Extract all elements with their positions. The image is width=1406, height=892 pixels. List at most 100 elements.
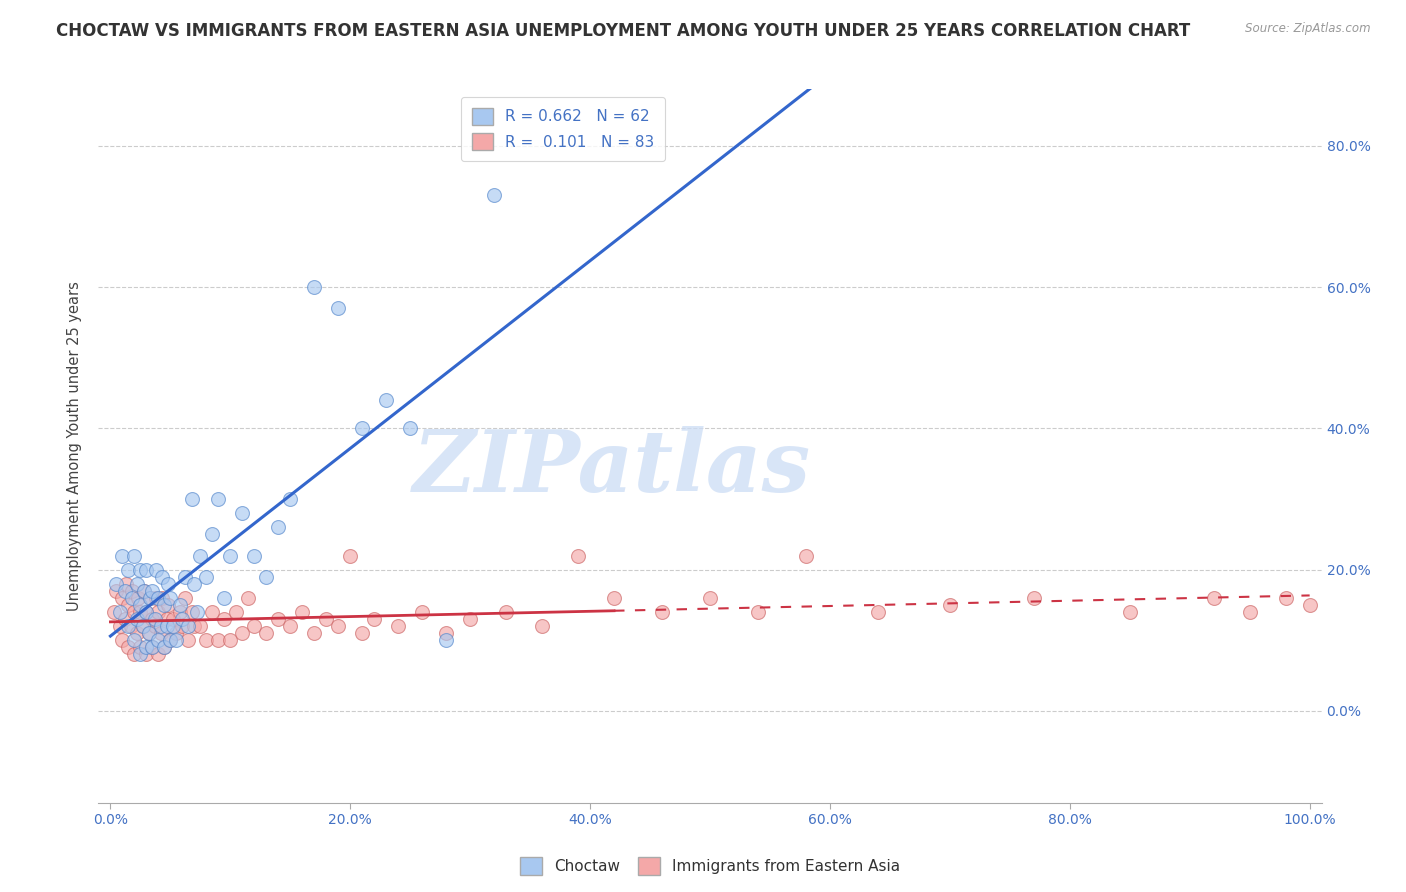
Point: [278, 619, 301, 633]
Point: [177, 633, 200, 648]
Point: [153, 598, 176, 612]
Point: [121, 591, 143, 605]
Point: [159, 633, 181, 648]
Point: [219, 549, 242, 563]
Point: [162, 612, 184, 626]
Point: [866, 605, 889, 619]
Point: [125, 612, 148, 626]
Point: [173, 591, 195, 605]
Point: [129, 598, 152, 612]
Point: [531, 619, 554, 633]
Point: [1239, 605, 1261, 619]
Point: [141, 612, 163, 626]
Point: [352, 421, 374, 435]
Point: [139, 591, 162, 605]
Point: [183, 576, 205, 591]
Point: [315, 612, 337, 626]
Point: [243, 549, 266, 563]
Point: [129, 563, 152, 577]
Point: [254, 570, 277, 584]
Point: [159, 591, 181, 605]
Point: [231, 506, 253, 520]
Point: [150, 570, 173, 584]
Point: [117, 598, 139, 612]
Point: [411, 605, 433, 619]
Point: [138, 626, 160, 640]
Point: [181, 491, 204, 506]
Point: [124, 605, 146, 619]
Point: [124, 633, 146, 648]
Point: [105, 576, 128, 591]
Point: [156, 612, 179, 626]
Point: [603, 591, 626, 605]
Point: [132, 619, 155, 633]
Point: [132, 619, 155, 633]
Point: [129, 648, 152, 662]
Point: [115, 576, 138, 591]
Point: [132, 583, 155, 598]
Point: [254, 626, 277, 640]
Point: [153, 640, 176, 655]
Point: [124, 648, 146, 662]
Point: [214, 591, 236, 605]
Point: [188, 549, 212, 563]
Point: [114, 612, 136, 626]
Point: [129, 640, 152, 655]
Point: [108, 605, 131, 619]
Point: [291, 605, 314, 619]
Point: [173, 570, 195, 584]
Point: [188, 619, 212, 633]
Point: [165, 633, 187, 648]
Point: [207, 491, 229, 506]
Point: [135, 605, 157, 619]
Point: [120, 619, 142, 633]
Point: [105, 583, 128, 598]
Point: [139, 591, 162, 605]
Point: [149, 626, 172, 640]
Point: [153, 640, 176, 655]
Point: [1274, 591, 1296, 605]
Point: [159, 633, 181, 648]
Point: [172, 612, 194, 626]
Point: [145, 563, 167, 577]
Point: [195, 570, 218, 584]
Point: [169, 605, 191, 619]
Point: [148, 633, 170, 648]
Point: [111, 549, 134, 563]
Point: [794, 549, 817, 563]
Point: [243, 619, 266, 633]
Point: [145, 591, 167, 605]
Point: [183, 619, 205, 633]
Point: [747, 605, 769, 619]
Point: [495, 605, 517, 619]
Point: [567, 549, 589, 563]
Point: [1298, 598, 1320, 612]
Point: [143, 612, 166, 626]
Point: [162, 619, 184, 633]
Point: [699, 591, 721, 605]
Point: [117, 563, 139, 577]
Point: [1119, 605, 1142, 619]
Point: [939, 598, 962, 612]
Point: [127, 591, 149, 605]
Point: [143, 619, 166, 633]
Point: [121, 583, 143, 598]
Point: [328, 301, 350, 316]
Point: [278, 491, 301, 506]
Point: [114, 583, 136, 598]
Point: [214, 612, 236, 626]
Point: [125, 626, 148, 640]
Point: [165, 626, 187, 640]
Point: [181, 605, 204, 619]
Point: [135, 563, 157, 577]
Point: [238, 591, 260, 605]
Point: [352, 626, 374, 640]
Point: [111, 633, 134, 648]
Point: [267, 520, 290, 534]
Point: [132, 583, 155, 598]
Point: [195, 633, 218, 648]
Point: [141, 583, 163, 598]
Point: [135, 648, 157, 662]
Point: [125, 576, 148, 591]
Point: [219, 633, 242, 648]
